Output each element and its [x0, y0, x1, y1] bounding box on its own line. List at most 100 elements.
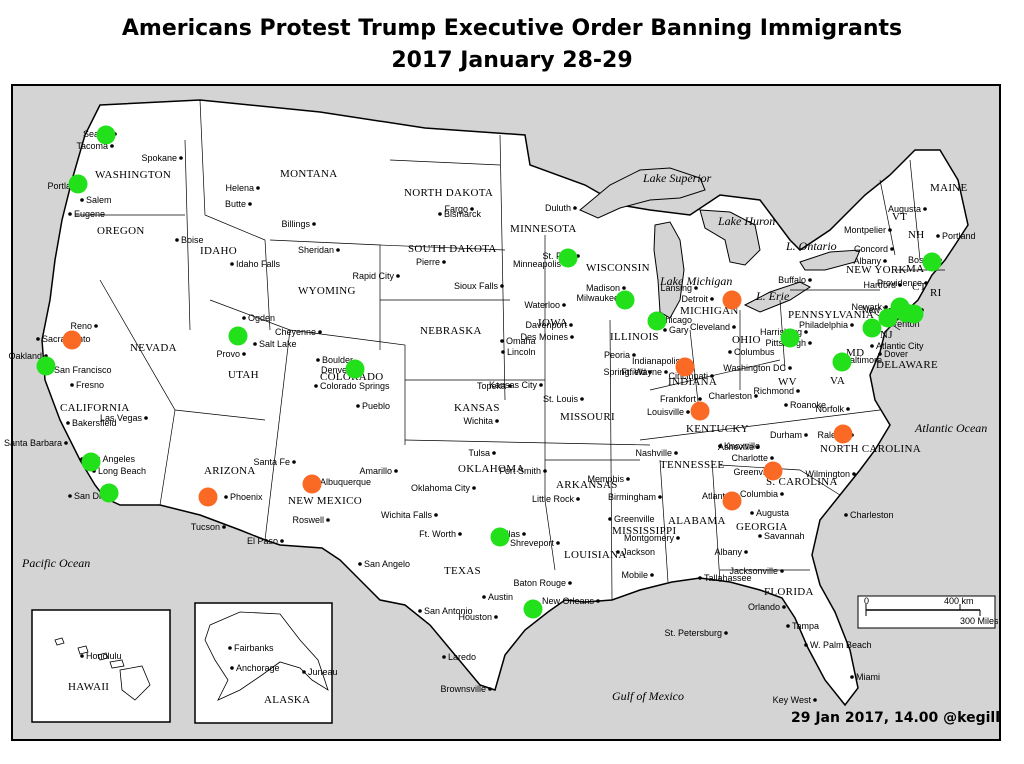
city-label: Savannah: [764, 531, 805, 541]
city-label: Lansing: [660, 283, 692, 293]
city-label: Key West: [773, 695, 812, 705]
city-label: Asheville: [718, 442, 754, 452]
state-label: KENTUCKY: [686, 423, 749, 435]
city-label: Portland: [942, 231, 976, 241]
lake-ontario: [799, 249, 861, 271]
city-label: Indianapolis: [632, 356, 681, 366]
city-label: Spokane: [141, 153, 177, 163]
city-label: St. Petersburg: [664, 628, 722, 638]
city-dot: [316, 358, 320, 362]
city-dot: [808, 278, 812, 282]
city-dot: [724, 631, 728, 635]
orange-protest-marker: [833, 424, 853, 444]
alaska-landmass: [204, 611, 329, 701]
city-dot: [850, 323, 854, 327]
city-label: Eugene: [74, 209, 105, 219]
city-label: Knoxville: [724, 441, 760, 451]
city-dot: [495, 419, 499, 423]
city-label: Duluth: [545, 203, 571, 213]
city-label: Los Angeles: [86, 454, 136, 464]
ocean-label: Atlantic Ocean: [914, 421, 987, 435]
city-label: Minneapolis: [513, 259, 562, 269]
city-label: Chicago: [659, 315, 692, 325]
ocean-label: Pacific Ocean: [21, 556, 90, 570]
state-label: NORTH CAROLINA: [820, 443, 921, 455]
city-label: Fort Smith: [499, 466, 541, 476]
city-dot: [632, 353, 636, 357]
city-label: Topeka: [477, 381, 506, 391]
scale-km: 400 km: [944, 596, 974, 606]
city-label: Ft. Wayne: [621, 367, 662, 377]
city-dot: [500, 339, 504, 343]
state-label: NH: [908, 229, 925, 241]
green-protest-marker: [780, 328, 800, 348]
orange-protest-marker: [722, 290, 742, 310]
city-label: Mobile: [621, 570, 648, 580]
state-label: OKLAHOMA: [458, 463, 525, 475]
city-label: Boston: [908, 255, 936, 265]
state-label: RI: [930, 287, 942, 299]
lake-huron: [699, 209, 761, 266]
green-protest-marker: [558, 248, 578, 268]
city-label: San Antonio: [424, 606, 473, 616]
city-dot: [780, 569, 784, 573]
timestamp-credit: 29 Jan 2017, 14.00 @kegill: [790, 710, 1000, 726]
green-protest-marker: [228, 326, 248, 346]
green-protest-marker: [523, 599, 543, 619]
city-label: Santa Barbara: [4, 438, 62, 448]
city-label: Birmingham: [608, 492, 656, 502]
city-label: San Angelo: [364, 559, 410, 569]
city-dot: [852, 472, 856, 476]
city-dot: [68, 212, 72, 216]
city-label: Providence: [877, 278, 922, 288]
city-label: Pierre: [416, 257, 440, 267]
city-label: Provo: [216, 349, 240, 359]
city-label: Little Rock: [532, 494, 575, 504]
city-label: Salem: [86, 195, 112, 205]
city-dot: [888, 228, 892, 232]
city-label: Montpelier: [844, 225, 886, 235]
city-dot: [442, 655, 446, 659]
city-label: Sheridan: [298, 245, 334, 255]
city-dot: [698, 576, 702, 580]
city-dot: [396, 274, 400, 278]
city-dot: [750, 511, 754, 515]
city-dot: [488, 687, 492, 691]
green-protest-marker: [922, 252, 942, 272]
state-label: KANSAS: [454, 402, 500, 414]
state-label: WV: [778, 376, 797, 388]
state-label: INDIANA: [668, 376, 717, 388]
city-dot: [728, 350, 732, 354]
city-dot: [744, 550, 748, 554]
city-label: San Diego: [74, 491, 116, 501]
state-label: ALASKA: [264, 694, 310, 706]
city-label: Wichita Falls: [381, 510, 433, 520]
city-dot: [248, 202, 252, 206]
city-label: Frankfort: [660, 394, 697, 404]
hawaii-inset: [31, 609, 171, 723]
city-dot: [808, 341, 812, 345]
green-protest-marker: [345, 359, 365, 379]
city-dot: [732, 325, 736, 329]
city-dot: [844, 513, 848, 517]
city-dot: [482, 595, 486, 599]
city-dot: [569, 323, 573, 327]
city-label: Oklahoma City: [411, 483, 471, 493]
city-label: Gary: [669, 325, 689, 335]
city-dot: [804, 330, 808, 334]
city-dot: [658, 495, 662, 499]
lake-superior: [579, 167, 706, 219]
city-dot: [543, 469, 547, 473]
state-label: MINNESOTA: [510, 223, 577, 235]
city-label: Billings: [281, 219, 310, 229]
city-dot: [686, 410, 690, 414]
city-label: Augusta: [756, 508, 789, 518]
state-label: IDAHO: [200, 245, 237, 257]
city-label: Bakersfield: [72, 418, 117, 428]
city-dot: [710, 374, 714, 378]
state-label: ALABAMA: [668, 515, 726, 527]
lake-michigan: [653, 221, 685, 319]
city-dot: [674, 451, 678, 455]
city-label: Salt Lake: [259, 339, 297, 349]
